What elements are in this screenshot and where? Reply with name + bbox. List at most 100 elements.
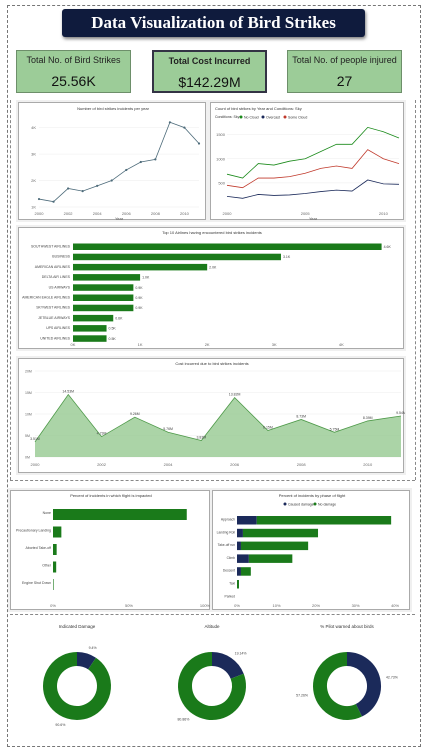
data-label: 2.0K <box>209 265 217 269</box>
data-label: 8.39M <box>363 416 373 420</box>
panel-cost-by-year[interactable]: Cost incurred due to bird strikes incide… <box>18 358 406 473</box>
slice-label: 42.73% <box>386 675 398 679</box>
altitude-chart[interactable]: Altitude 19.14% 80.86% <box>145 617 280 732</box>
chart-title: Altitude <box>204 624 220 629</box>
bar <box>73 294 134 301</box>
series-line <box>226 149 400 189</box>
x-axis-label: Year <box>309 216 318 221</box>
bar-segment <box>237 567 241 576</box>
panel-conditions-sky[interactable]: Count of bird strikes by Year and Condit… <box>210 102 404 221</box>
bar-segment <box>240 567 251 576</box>
x-tick-label: 2004 <box>164 462 174 467</box>
data-point <box>139 160 142 164</box>
bar-segment <box>237 516 257 525</box>
data-point <box>110 179 113 182</box>
bar <box>73 304 134 312</box>
category-label: Landing Roll <box>217 530 236 534</box>
x-tick-label: 0% <box>234 603 240 608</box>
category-label: Engine Shut Down <box>22 581 51 585</box>
category-label: Precautionary Landing <box>16 529 51 533</box>
data-point <box>125 168 128 172</box>
y-tick-label: 3K <box>31 152 36 157</box>
panel-flight-impact[interactable]: Percent of incidents in which flight is … <box>10 490 211 610</box>
data-point <box>96 184 99 187</box>
legend-marker <box>283 502 287 506</box>
donut-slice <box>211 652 244 680</box>
bar-segment <box>248 554 293 563</box>
category-label: Descent <box>223 569 235 573</box>
category-label: None <box>43 511 51 515</box>
x-tick-label: 2K <box>205 342 210 347</box>
cost-by-year-chart: Cost incurred due to bird strikes incide… <box>25 361 406 467</box>
panel-phase-of-flight[interactable]: Percent of incidents by phase of flight C… <box>212 490 410 610</box>
x-tick-label: 2006 <box>230 462 240 467</box>
legend-marker <box>239 115 243 119</box>
y-tick-label: 0M <box>25 456 30 460</box>
x-tick-label: 20% <box>312 603 320 608</box>
panel-top-airlines[interactable]: Top 10 Airlines having encountered bird … <box>18 227 404 349</box>
category-label: Other <box>42 564 52 568</box>
kpi-card-people-injured[interactable]: Total No. of people injured 27 <box>287 50 402 93</box>
x-tick-label: 2010 <box>363 462 373 467</box>
donut-slice <box>313 652 362 720</box>
legend-marker <box>313 502 317 506</box>
pilot-warned-chart[interactable]: % Pilot warned about birds 42.73% 57.26% <box>280 617 415 732</box>
dashboard-frame <box>7 5 421 747</box>
indicated-damage-chart[interactable]: Indicated Damage 9.4% 90.6% <box>10 617 145 732</box>
data-point <box>183 126 186 129</box>
y-tick-label: 1K <box>31 205 36 210</box>
conditions-sky-chart: Count of bird strikes by Year and Condit… <box>215 106 400 221</box>
donut-slice <box>346 652 381 717</box>
data-point <box>168 121 172 124</box>
bar-segment <box>242 528 319 538</box>
data-label: 14.53M <box>62 390 74 394</box>
slice-label: 90.6% <box>55 723 65 727</box>
y-tick-label: 2K <box>31 178 36 183</box>
donut-slice <box>178 652 246 720</box>
bar <box>73 274 141 281</box>
kpi-label: Total No. of Bird Strikes <box>26 55 121 65</box>
x-axis-label: Year <box>115 216 124 221</box>
bar <box>73 243 382 250</box>
data-label: 8.73M <box>296 414 306 418</box>
kpi-card-total-cost[interactable]: Total Cost Incurred $142.29M <box>152 50 267 93</box>
y-tick-label: 10M <box>25 413 32 417</box>
data-label: 9.54M <box>396 411 405 415</box>
bar <box>73 263 208 271</box>
data-label: 0.9K <box>135 296 143 300</box>
flight-impact-chart: Percent of incidents in which flight is … <box>16 493 211 608</box>
panel-incidents-per-year[interactable]: Number of bird strikes incidents per yea… <box>18 102 206 221</box>
data-point <box>52 200 55 203</box>
bar <box>53 561 57 573</box>
x-tick-label: 0% <box>50 603 56 608</box>
x-tick-label: 2000 <box>31 462 41 467</box>
data-label: 13.82M <box>229 393 241 397</box>
bar-segment <box>256 516 392 525</box>
donut-slice <box>76 652 96 670</box>
category-label: Parked <box>225 594 236 598</box>
category-label: AMERICAN EAGLE AIRLINES <box>22 296 71 300</box>
category-label: AMERICAN AIRLINES <box>35 265 71 269</box>
category-label: Climb <box>227 556 236 560</box>
bar <box>53 509 187 520</box>
category-label: Taxi <box>229 582 235 586</box>
chart-title: Percent of incidents in which flight is … <box>70 493 152 498</box>
data-label: 4.6K <box>384 245 392 249</box>
phase-of-flight-chart: Percent of incidents by phase of flight C… <box>217 493 400 608</box>
bar <box>73 284 134 291</box>
data-label: 3.83M <box>196 436 206 440</box>
series-line <box>38 121 200 203</box>
kpi-card-bird-strikes[interactable]: Total No. of Bird Strikes 25.56K <box>16 50 131 93</box>
data-label: 0.5K <box>109 337 117 341</box>
bar-segment <box>237 580 239 589</box>
divider <box>10 614 415 615</box>
x-tick-label: 2010 <box>379 211 389 216</box>
y-tick-label: 500 <box>218 180 225 185</box>
slice-label: 57.26% <box>296 694 308 698</box>
x-tick-label: 2000 <box>35 211 45 216</box>
category-label: JETBLUE AIRWAYS <box>38 316 70 320</box>
chart-title: Indicated Damage <box>59 624 96 629</box>
x-tick-label: 100% <box>200 603 211 608</box>
slice-label: 9.4% <box>89 646 97 650</box>
x-tick-label: 2002 <box>64 211 74 216</box>
